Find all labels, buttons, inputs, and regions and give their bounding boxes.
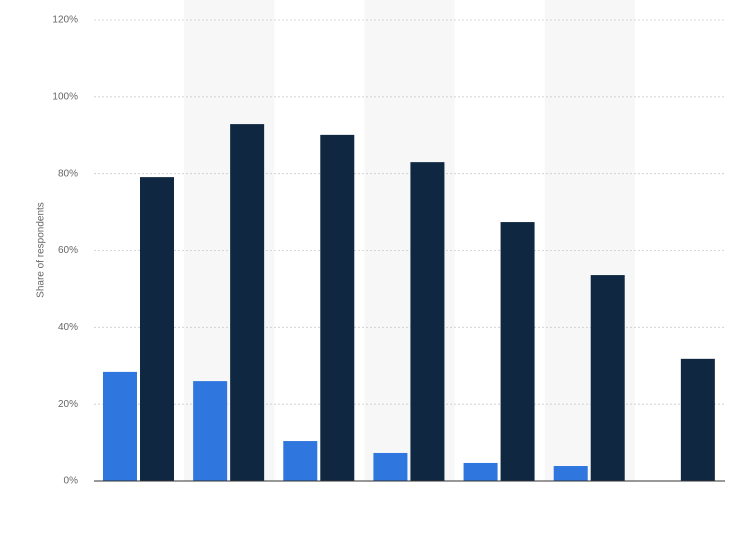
y-tick-label: 100% <box>52 91 78 102</box>
bar <box>230 124 265 482</box>
bar <box>410 162 445 481</box>
y-tick-label: 40% <box>58 322 78 333</box>
bar <box>283 441 318 481</box>
bar <box>553 466 588 481</box>
bar <box>103 371 137 481</box>
bar <box>373 452 408 481</box>
bar <box>463 462 498 481</box>
bar <box>680 358 715 481</box>
bar <box>500 222 535 482</box>
y-tick-label: 20% <box>58 399 78 410</box>
y-tick-label: 80% <box>58 168 78 179</box>
y-tick-label: 120% <box>52 15 78 26</box>
y-tick-label: 0% <box>64 476 79 487</box>
y-tick-label: 60% <box>58 245 78 256</box>
bar <box>193 381 228 481</box>
y-axis-title: Share of respondents <box>36 202 47 298</box>
bar <box>320 134 355 481</box>
bar <box>590 275 625 481</box>
bar <box>140 177 174 482</box>
